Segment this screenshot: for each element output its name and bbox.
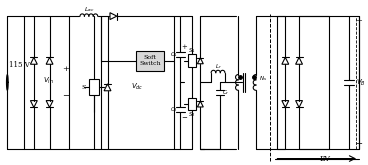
Text: +: + — [62, 65, 69, 73]
Polygon shape — [197, 58, 203, 64]
Text: −: − — [355, 140, 362, 148]
Text: $C_r$: $C_r$ — [222, 88, 230, 97]
Text: S: S — [82, 85, 86, 90]
Text: +: + — [181, 43, 187, 51]
Text: −: − — [181, 114, 187, 122]
Text: EV: EV — [319, 155, 330, 163]
Text: $L_r$: $L_r$ — [215, 62, 222, 71]
Polygon shape — [197, 101, 203, 107]
Text: $V_{dc}$: $V_{dc}$ — [131, 82, 143, 92]
Polygon shape — [31, 101, 37, 107]
Text: $V_B$: $V_B$ — [356, 77, 366, 87]
Polygon shape — [282, 101, 289, 107]
Text: 115 V: 115 V — [9, 61, 30, 69]
Text: +: + — [355, 17, 362, 25]
Polygon shape — [46, 101, 53, 107]
Bar — [89, 80, 99, 95]
Text: $C_1$: $C_1$ — [170, 50, 178, 59]
Text: $L_{ac}$: $L_{ac}$ — [84, 5, 94, 14]
Text: $S_1$: $S_1$ — [188, 46, 196, 55]
Text: $C_2$: $C_2$ — [170, 105, 178, 114]
Polygon shape — [296, 57, 302, 64]
Text: −: − — [62, 92, 69, 100]
Text: $S_2$: $S_2$ — [188, 110, 196, 119]
Text: Soft
Switch: Soft Switch — [139, 55, 160, 66]
Polygon shape — [110, 13, 117, 20]
Bar — [136, 51, 163, 71]
Polygon shape — [46, 57, 53, 64]
Polygon shape — [296, 101, 302, 107]
Bar — [188, 98, 197, 110]
Text: $V_{in}$: $V_{in}$ — [43, 75, 54, 86]
Polygon shape — [282, 57, 289, 64]
Bar — [188, 54, 197, 67]
Text: $N_s$: $N_s$ — [259, 74, 267, 83]
Polygon shape — [31, 57, 37, 64]
Polygon shape — [104, 84, 111, 91]
